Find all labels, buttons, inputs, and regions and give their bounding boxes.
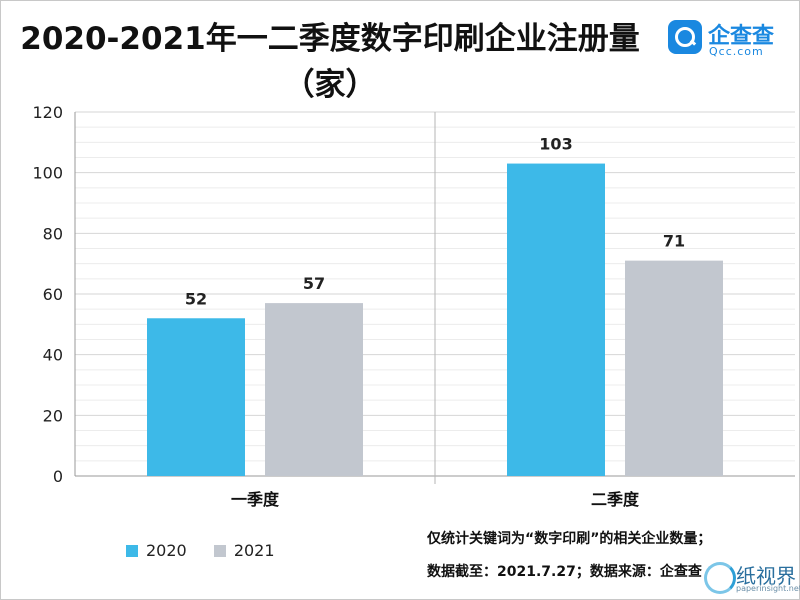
y-tick-label: 60 — [43, 285, 63, 304]
bar-2020 — [507, 163, 605, 477]
title-line-1: 2020-2021年一二季度数字印刷企业注册量 — [20, 21, 640, 57]
legend-swatch-2020 — [126, 544, 138, 557]
legend: 2020 2021 — [126, 541, 297, 561]
legend-item-2020: 2020 — [126, 541, 187, 560]
y-tick-label: 80 — [43, 224, 63, 243]
x-tick-label: 一季度 — [231, 490, 280, 509]
logo-name: 企查查 — [708, 24, 775, 49]
y-tick-label: 0 — [53, 467, 63, 486]
data-label: 57 — [303, 274, 325, 293]
data-label: 52 — [185, 289, 207, 308]
qcc-logo: 企查查 Qcc.com — [668, 18, 796, 64]
y-tick-label: 120 — [32, 103, 63, 122]
watermark-logo-icon — [704, 562, 736, 594]
bar-2020 — [147, 318, 245, 476]
note-line-2: 数据截至：2021.7.27；数据来源：企查查 — [427, 564, 702, 580]
data-label: 103 — [539, 135, 572, 154]
bar-2021 — [265, 303, 363, 476]
y-tick-label: 40 — [43, 346, 63, 365]
watermark-name: 纸视界 — [736, 564, 796, 588]
data-label: 71 — [663, 232, 685, 251]
paperinsight-watermark: 纸视界 paperinsight.net — [702, 560, 800, 596]
chart-title: 2020-2021年一二季度数字印刷企业注册量 （家） — [0, 16, 660, 108]
legend-item-2021: 2021 — [213, 541, 275, 560]
legend-swatch-2021 — [213, 544, 226, 557]
y-tick-label: 100 — [32, 164, 63, 183]
legend-label-2020: 2020 — [146, 541, 187, 560]
x-tick-label: 二季度 — [591, 490, 640, 509]
magnifier-icon — [668, 20, 702, 54]
y-tick-label: 20 — [43, 406, 63, 425]
note-line-1: 仅统计关键词为“数字印刷”的相关企业数量； — [427, 531, 712, 547]
title-line-2: （家） — [283, 67, 377, 103]
logo-sub: Qcc.com — [709, 45, 764, 58]
bar-2021 — [625, 260, 723, 476]
legend-label-2021: 2021 — [233, 541, 275, 560]
watermark-sub: paperinsight.net — [736, 584, 800, 593]
